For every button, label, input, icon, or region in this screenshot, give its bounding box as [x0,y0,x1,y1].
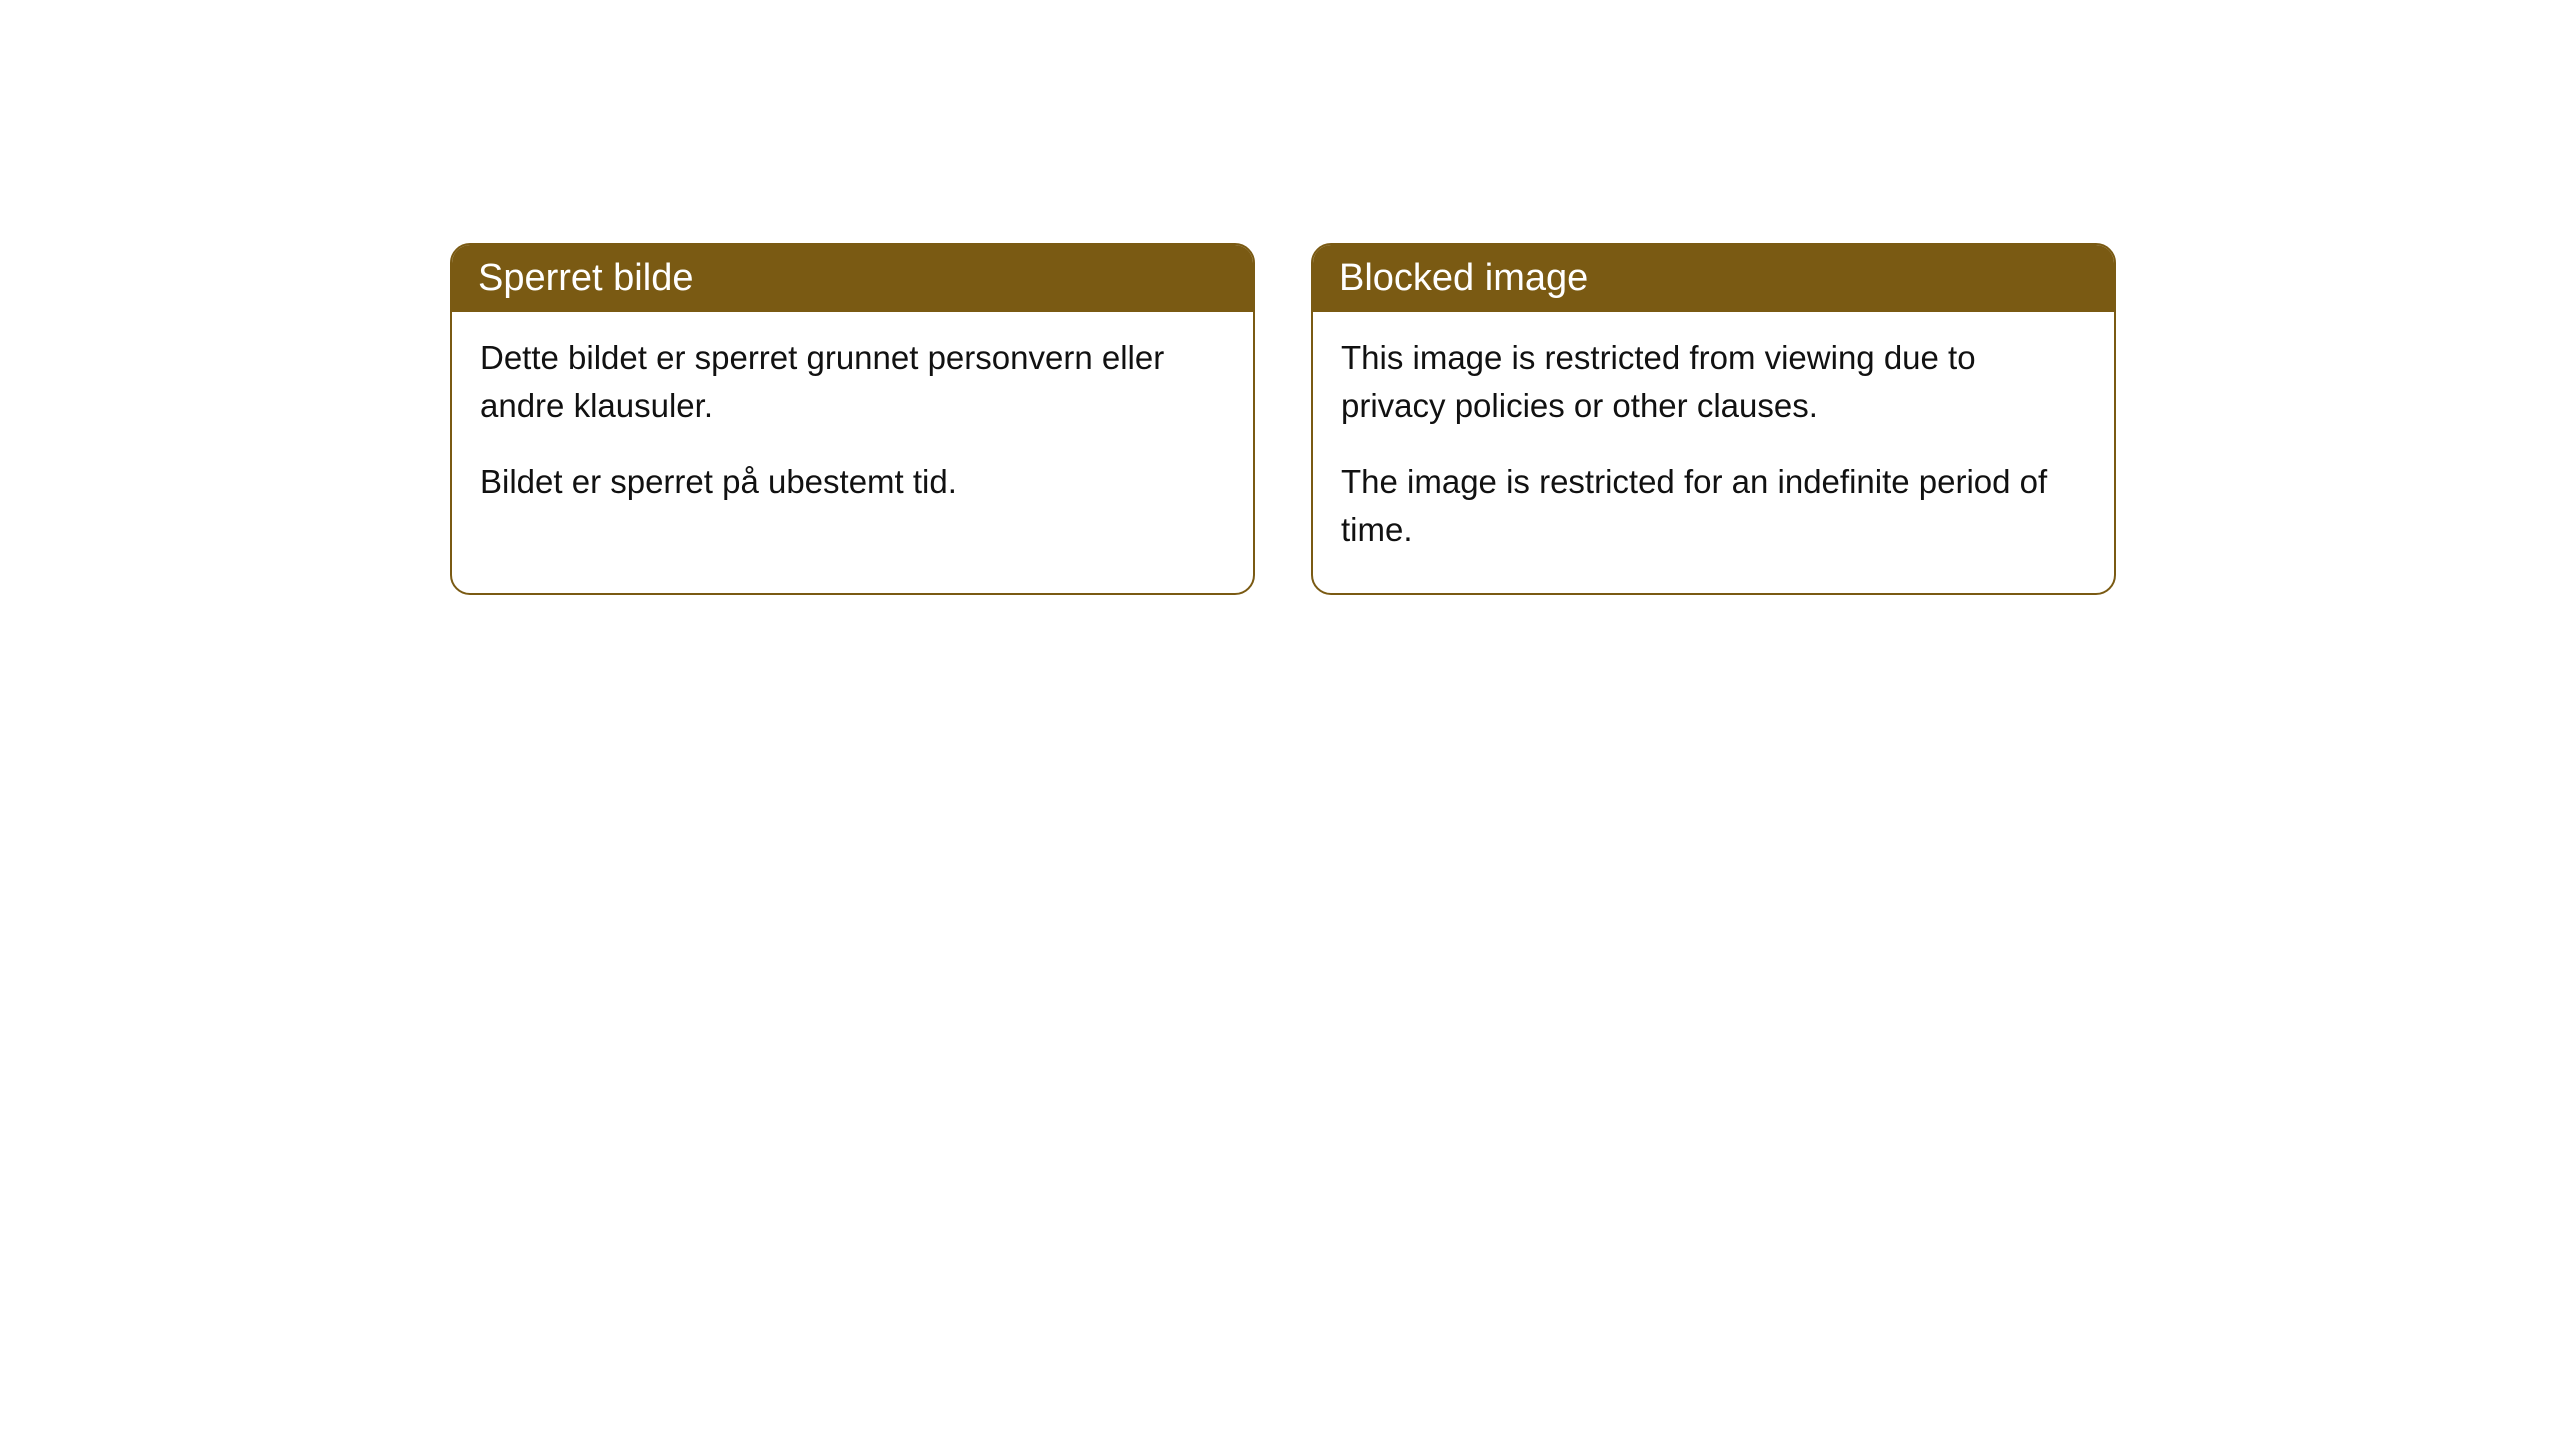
card-title-no: Sperret bilde [452,245,1253,312]
card-para2-en: The image is restricted for an indefinit… [1341,458,2086,554]
card-para2-no: Bildet er sperret på ubestemt tid. [480,458,1225,506]
cards-container: Sperret bilde Dette bildet er sperret gr… [0,0,2560,595]
blocked-image-card-en: Blocked image This image is restricted f… [1311,243,2116,595]
card-para1-en: This image is restricted from viewing du… [1341,334,2086,430]
card-body-en: This image is restricted from viewing du… [1313,312,2114,593]
blocked-image-card-no: Sperret bilde Dette bildet er sperret gr… [450,243,1255,595]
card-para1-no: Dette bildet er sperret grunnet personve… [480,334,1225,430]
card-body-no: Dette bildet er sperret grunnet personve… [452,312,1253,546]
card-title-en: Blocked image [1313,245,2114,312]
